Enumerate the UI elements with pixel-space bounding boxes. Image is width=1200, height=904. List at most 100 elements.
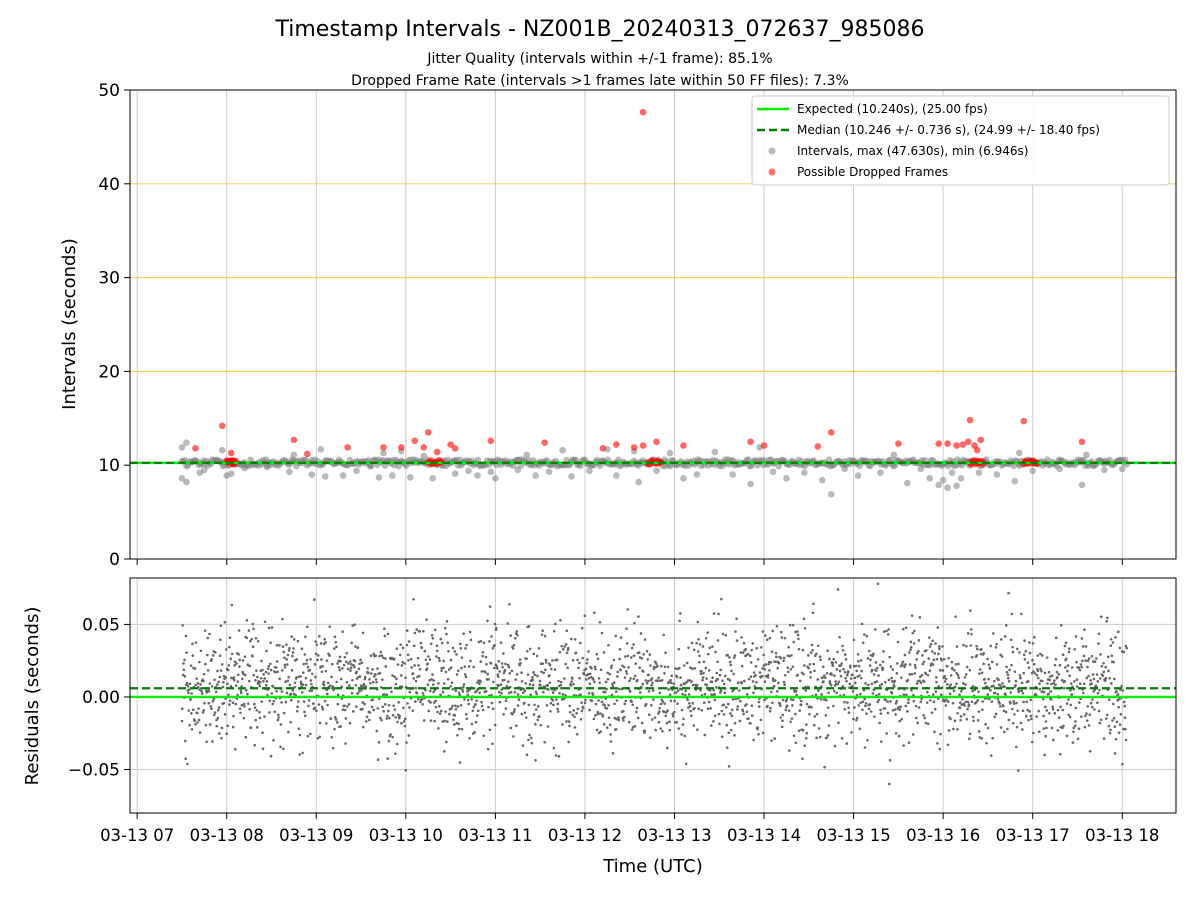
residual-point xyxy=(590,667,593,670)
residual-point xyxy=(330,717,333,720)
residual-point xyxy=(1029,699,1032,702)
residual-point xyxy=(479,680,482,683)
residual-point xyxy=(470,639,473,642)
residual-point xyxy=(1091,706,1094,709)
residual-point xyxy=(625,627,628,630)
interval-point xyxy=(770,468,777,475)
residual-point xyxy=(215,725,218,728)
residual-point xyxy=(570,684,573,687)
interval-point xyxy=(559,447,566,454)
residual-point xyxy=(1093,678,1096,681)
residual-point xyxy=(669,694,672,697)
residual-point xyxy=(252,627,255,630)
residual-point xyxy=(541,629,544,632)
residual-point xyxy=(672,715,675,718)
residual-point xyxy=(846,674,849,677)
residual-point xyxy=(456,734,459,737)
residual-point xyxy=(568,725,571,728)
residual-point xyxy=(492,708,495,711)
residual-point xyxy=(525,716,528,719)
residual-point xyxy=(882,650,885,653)
residual-point xyxy=(712,720,715,723)
residual-point xyxy=(417,698,420,701)
residual-point xyxy=(999,705,1002,708)
residual-point xyxy=(1121,763,1124,766)
residual-point xyxy=(598,677,601,680)
dropped-frame-point xyxy=(828,429,835,436)
residual-point xyxy=(755,681,758,684)
interval-point xyxy=(828,491,835,498)
residual-point xyxy=(422,630,425,633)
residual-point xyxy=(339,660,342,663)
residual-point xyxy=(1025,701,1028,704)
residual-point xyxy=(1064,666,1067,669)
residual-point xyxy=(330,676,333,679)
residual-point xyxy=(984,723,987,726)
residual-point xyxy=(337,693,340,696)
residual-point xyxy=(608,716,611,719)
residual-point xyxy=(743,680,746,683)
residual-point xyxy=(928,636,931,639)
residual-point xyxy=(1091,698,1094,701)
interval-point xyxy=(407,474,414,481)
residual-point xyxy=(717,639,720,642)
residual-point xyxy=(184,675,187,678)
residual-point xyxy=(412,709,415,712)
residual-point xyxy=(270,669,273,672)
residual-point xyxy=(942,669,945,672)
residual-point xyxy=(301,648,304,651)
residual-point xyxy=(195,677,198,680)
residual-point xyxy=(281,618,284,621)
residual-point xyxy=(512,735,515,738)
residual-point xyxy=(582,707,585,710)
dropped-frame-point xyxy=(814,443,821,450)
residual-point xyxy=(751,642,754,645)
residual-point xyxy=(324,700,327,703)
residual-point xyxy=(250,727,253,730)
residual-point xyxy=(285,701,288,704)
interval-point xyxy=(680,475,687,482)
residual-point xyxy=(1057,673,1060,676)
residual-point xyxy=(365,720,368,723)
residual-point xyxy=(998,702,1001,705)
residual-point xyxy=(1005,666,1008,669)
residual-point xyxy=(1037,677,1040,680)
residual-point xyxy=(268,711,271,714)
residual-point xyxy=(893,680,896,683)
residual-point xyxy=(368,719,371,722)
residual-point xyxy=(1056,676,1059,679)
residual-point xyxy=(921,663,924,666)
interval-point xyxy=(586,468,593,475)
residual-point xyxy=(559,651,562,654)
dropped-frame-point xyxy=(192,445,199,452)
residual-point xyxy=(475,721,478,724)
residual-point xyxy=(765,663,768,666)
residual-point xyxy=(206,637,209,640)
residual-point xyxy=(572,683,575,686)
residual-point xyxy=(663,702,666,705)
residual-point xyxy=(1016,709,1019,712)
residual-point xyxy=(668,721,671,724)
residual-point xyxy=(359,675,362,678)
interval-point xyxy=(958,475,965,482)
residual-point xyxy=(919,701,922,704)
residual-point xyxy=(1117,706,1120,709)
residual-point xyxy=(260,677,263,680)
residual-point xyxy=(810,706,813,709)
residual-point xyxy=(240,692,243,695)
residual-point xyxy=(520,671,523,674)
residual-point xyxy=(896,672,899,675)
residual-point xyxy=(282,748,285,751)
residual-point xyxy=(1071,666,1074,669)
residual-point xyxy=(339,725,342,728)
residual-point xyxy=(720,598,723,601)
residual-point xyxy=(469,660,472,663)
residual-point xyxy=(887,712,890,715)
residual-point xyxy=(263,677,266,680)
residual-point xyxy=(254,679,257,682)
residual-point xyxy=(580,718,583,721)
residual-point xyxy=(931,640,934,643)
residual-point xyxy=(935,690,938,693)
residual-point xyxy=(1000,726,1003,729)
residual-point xyxy=(1088,724,1091,727)
